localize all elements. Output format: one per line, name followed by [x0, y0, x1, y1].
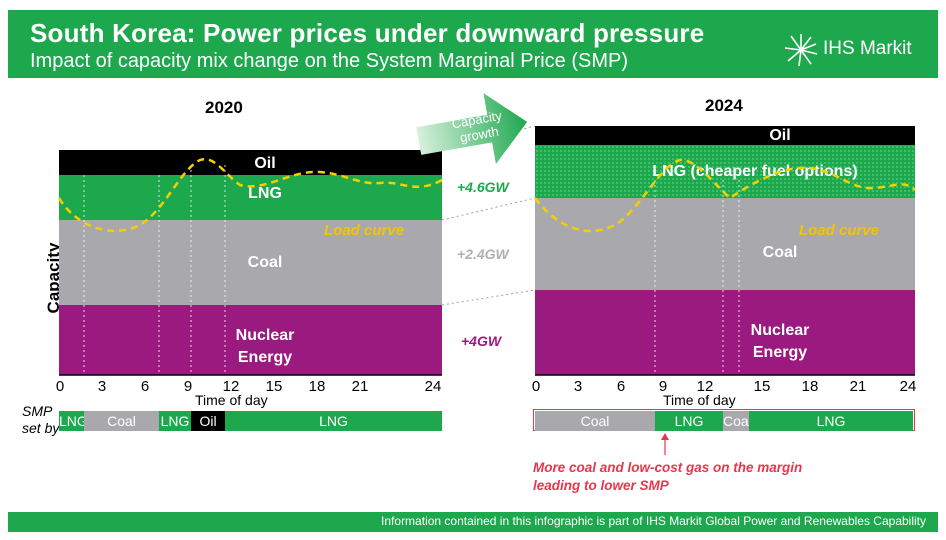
smp-segment-left: LNG: [59, 411, 88, 431]
time-markers-left: [83, 165, 226, 375]
tick-label: 15: [753, 378, 771, 395]
capacity-growth-arrow: [416, 93, 528, 164]
smp-segment-left: LNG: [159, 411, 191, 431]
header-banner: South Korea: Power prices under downward…: [8, 10, 938, 78]
time-markers-right: [654, 180, 740, 375]
x-axis-label-left: Time of day: [195, 392, 268, 408]
smp-label: SMP set by: [22, 403, 59, 437]
growth-connectors: [441, 125, 536, 306]
page-title: South Korea: Power prices under downward…: [30, 18, 705, 48]
tick-label: 18: [801, 378, 819, 395]
tick-label: 3: [573, 378, 583, 395]
band-lng-right: [535, 145, 915, 198]
tick-label: 15: [265, 378, 283, 395]
tick-label: 3: [97, 378, 107, 395]
delta-coal: +2.4GW: [457, 246, 509, 262]
tick-label: 12: [222, 378, 240, 395]
year-left: 2020: [205, 98, 243, 117]
tick-label: 6: [616, 378, 626, 395]
smp-segment-right: Coal: [535, 411, 655, 431]
page-subtitle: Impact of capacity mix change on the Sys…: [30, 50, 629, 72]
band-nuclear-left: [59, 305, 442, 375]
smp-note-line1: More coal and low-cost gas on the margin: [533, 460, 803, 475]
starburst-icon: [784, 34, 818, 67]
tick-label: 9: [658, 378, 668, 395]
footer-text: Information contained in this infographi…: [381, 514, 926, 528]
label-nuclear-right: Nuclear Energy: [750, 322, 810, 361]
tick-label: 21: [849, 378, 867, 395]
smp-segment-right: LNG: [749, 411, 913, 431]
delta-nuclear: +4GW: [461, 333, 502, 349]
load-curve-label-right: Load curve: [799, 222, 880, 239]
logo-text: IHS Markit: [823, 38, 912, 59]
smp-segment-left: Oil: [191, 411, 225, 431]
delta-lng: +4.6GW: [457, 179, 509, 195]
tick-label: 18: [308, 378, 326, 395]
smp-segment-left: LNG: [225, 411, 442, 431]
label-lng-left: LNG: [248, 185, 282, 202]
label-coal-right: Coal: [762, 244, 798, 261]
smp-label-line2: set by: [22, 420, 60, 436]
smp-segment-right: LNG: [655, 411, 723, 431]
load-curve-left: [57, 157, 443, 233]
smp-note-line2: leading to lower SMP: [533, 478, 669, 493]
smp-label-line1: SMP: [22, 403, 53, 419]
note-pointer-arrowhead: [661, 433, 669, 440]
tick-label: 24: [899, 378, 917, 395]
band-oil-right: [535, 126, 915, 145]
x-axis-label-right: Time of day: [663, 392, 736, 408]
label-lng-right: LNG (cheaper fuel options): [652, 163, 858, 180]
tick-label: 6: [140, 378, 150, 395]
smp-segment-left: Coal: [84, 411, 159, 431]
load-curve-label-left: Load curve: [324, 222, 405, 239]
label-nuclear-left: Nuclear Energy: [235, 327, 295, 366]
label-oil-left: Oil: [254, 155, 276, 172]
tick-label: 24: [424, 378, 442, 395]
tick-label: 12: [696, 378, 714, 395]
tick-label: 0: [55, 378, 65, 395]
tick-label: 9: [183, 378, 193, 395]
tick-label: 21: [351, 378, 369, 395]
tick-label: 0: [531, 378, 541, 395]
label-coal-left: Coal: [247, 254, 283, 271]
label-oil-right: Oil: [769, 127, 791, 144]
footer-banner: Information contained in this infographi…: [8, 512, 938, 532]
ihs-markit-logo: IHS Markit: [783, 30, 923, 70]
load-curve-right: [533, 158, 916, 233]
band-oil-left: [59, 150, 442, 175]
band-coal-right: [535, 198, 915, 290]
smp-note: More coal and low-cost gas on the margin…: [533, 459, 802, 495]
smp-segment-right: Coal: [723, 411, 752, 431]
band-coal-left: [59, 220, 442, 305]
year-right: 2024: [705, 96, 743, 115]
band-nuclear-right: [535, 290, 915, 375]
